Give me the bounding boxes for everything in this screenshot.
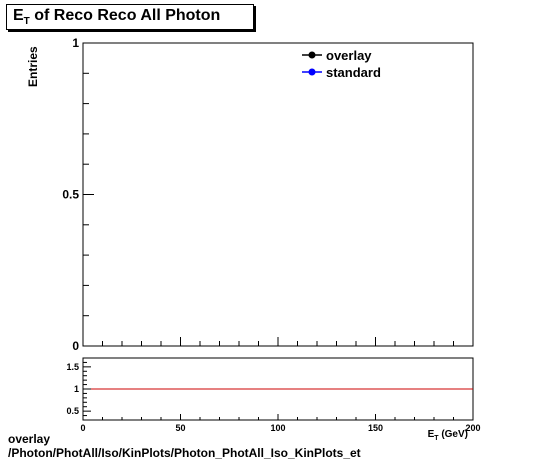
y-axis-label: Entries xyxy=(26,46,40,87)
legend-label-overlay: overlay xyxy=(326,48,372,63)
ratio-x-tick-label: 150 xyxy=(368,423,383,433)
ratio-x-tick-label: 0 xyxy=(80,423,85,433)
main-y-tick-label: 0 xyxy=(72,339,79,353)
x-axis-label: ET (GeV) xyxy=(428,429,468,440)
main-y-tick-label: 1 xyxy=(72,36,79,50)
ratio-x-tick-label: 200 xyxy=(465,423,480,433)
chart-title-box: ET of Reco Reco All Photon xyxy=(6,4,254,30)
main-plot-frame xyxy=(82,42,474,347)
ratio-y-tick-label: 0.5 xyxy=(66,406,79,416)
footer-histogram-path: /Photon/PhotAll/Iso/KinPlots/Photon_Phot… xyxy=(8,446,361,460)
main-y-tick-label: 0.5 xyxy=(62,188,79,202)
legend-marker-standard xyxy=(308,68,316,76)
legend-marker-overlay xyxy=(308,51,316,59)
ratio-x-tick-label: 100 xyxy=(270,423,285,433)
ratio-y-tick-label: 1.5 xyxy=(66,362,79,372)
ratio-x-tick-label: 50 xyxy=(175,423,185,433)
footer-overlay-label: overlay xyxy=(8,432,51,446)
chart-title: ET of Reco Reco All Photon xyxy=(13,7,221,28)
legend-label-standard: standard xyxy=(326,65,381,80)
ratio-y-tick-label: 1 xyxy=(74,384,79,394)
